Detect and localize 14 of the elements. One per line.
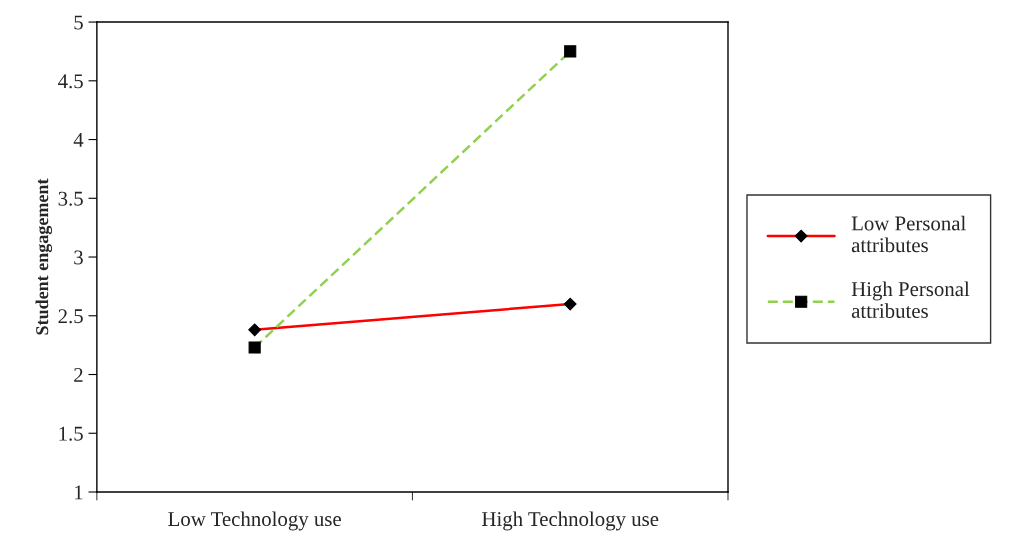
y-tick-label: 1 xyxy=(75,485,83,500)
y-tick-label: 3.5 xyxy=(58,191,83,206)
x-tick-label: Low Technology use xyxy=(168,511,341,531)
x-tick-label: High Technology use xyxy=(482,511,659,531)
y-tick-label: 3 xyxy=(74,250,83,265)
y-tick-label: 5 xyxy=(74,15,83,30)
y-tick-label: 2 xyxy=(74,367,83,382)
y-tick-label: 4 xyxy=(73,133,84,147)
y-axis-title: Student engagement xyxy=(35,178,53,335)
legend-label: High Personal attributes xyxy=(851,281,970,318)
y-tick-label: 1.5 xyxy=(59,426,83,441)
y-tick-label: 2.5 xyxy=(58,309,83,324)
y-tick-label: 4.5 xyxy=(58,74,83,89)
legend-label: Low Personal attributes xyxy=(851,215,966,253)
